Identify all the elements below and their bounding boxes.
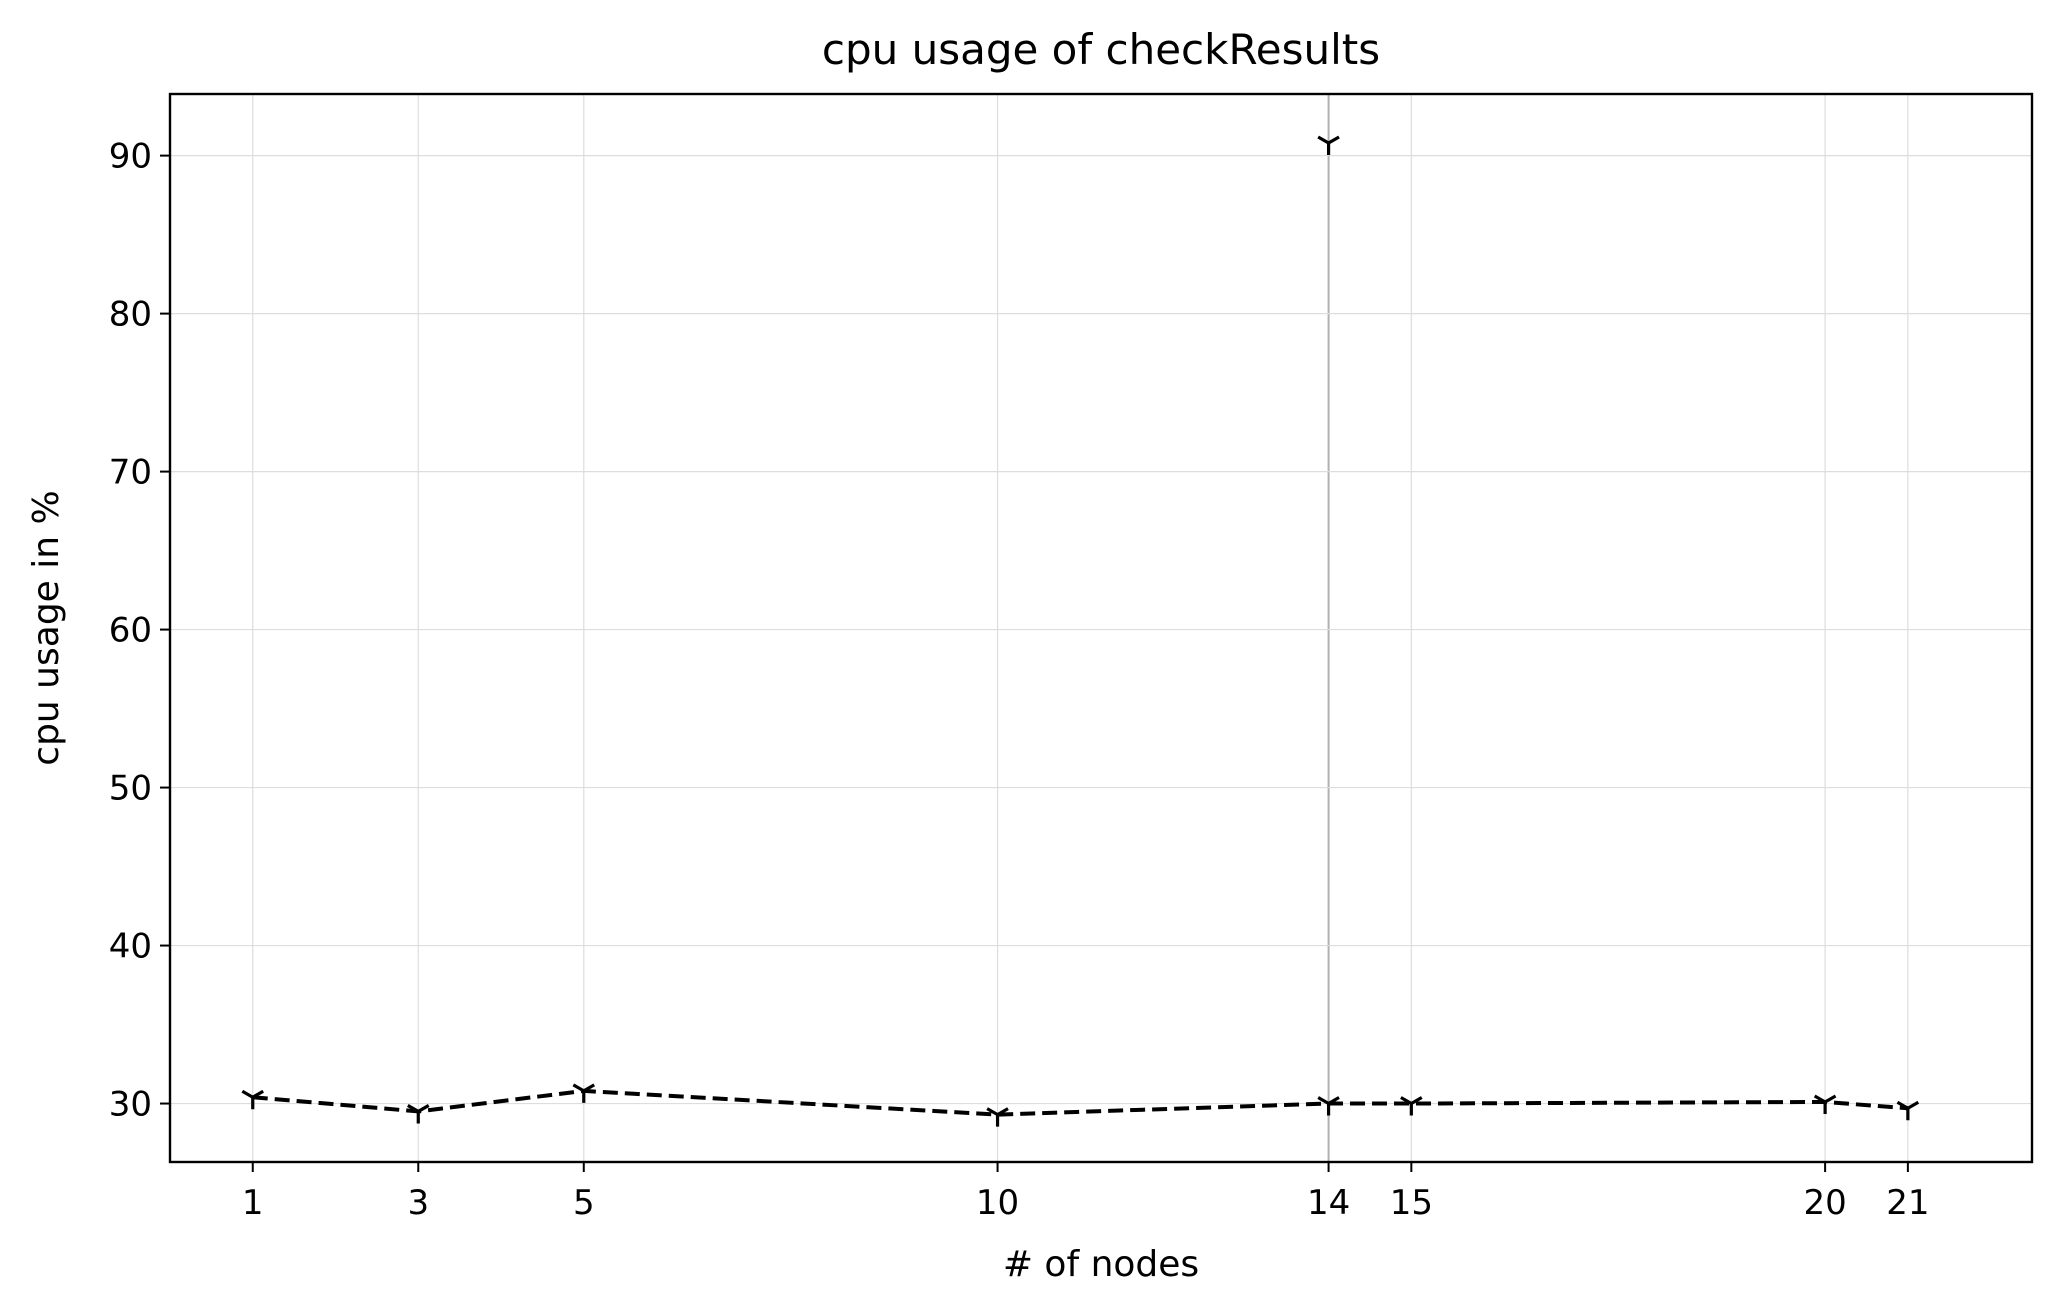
x-tick-label: 5	[573, 1183, 595, 1223]
x-tick-label: 15	[1390, 1183, 1433, 1223]
x-tick-label: 20	[1803, 1183, 1846, 1223]
y-tick-label: 60	[109, 611, 152, 651]
data-point	[1813, 1094, 1837, 1114]
tick-layer: 1 3 5 10 14 15 20 21 30 40 50 60 70 80 90	[109, 137, 1930, 1223]
series-line	[252, 1088, 1909, 1117]
y-tick-label: 90	[109, 137, 152, 177]
outlier-point	[1317, 135, 1340, 155]
data-layer	[241, 135, 1920, 1127]
y-tick-label: 30	[109, 1085, 152, 1125]
y-tick-label: 70	[109, 453, 152, 493]
y-tick-label: 40	[109, 927, 152, 967]
data-point	[241, 1089, 264, 1110]
x-tick-label: 10	[976, 1183, 1019, 1223]
y-tick-label: 50	[109, 769, 152, 809]
data-point	[572, 1083, 596, 1103]
x-axis-label: # of nodes	[1003, 1244, 1199, 1285]
x-tick-label: 1	[242, 1183, 264, 1223]
data-point	[1317, 1096, 1340, 1116]
plot-frame	[168, 92, 2034, 1164]
data-point	[407, 1104, 430, 1124]
x-tick-label: 21	[1886, 1183, 1929, 1223]
data-point	[1896, 1100, 1920, 1121]
x-tick-label: 14	[1307, 1183, 1350, 1223]
x-tick-label: 3	[407, 1183, 429, 1223]
data-point	[986, 1107, 1009, 1127]
y-axis-label: cpu usage in %	[26, 490, 67, 765]
grid-layer	[170, 94, 2032, 1162]
chart-title: cpu usage of checkResults	[822, 25, 1380, 74]
y-tick-label: 80	[109, 295, 152, 335]
data-point	[1400, 1096, 1423, 1116]
